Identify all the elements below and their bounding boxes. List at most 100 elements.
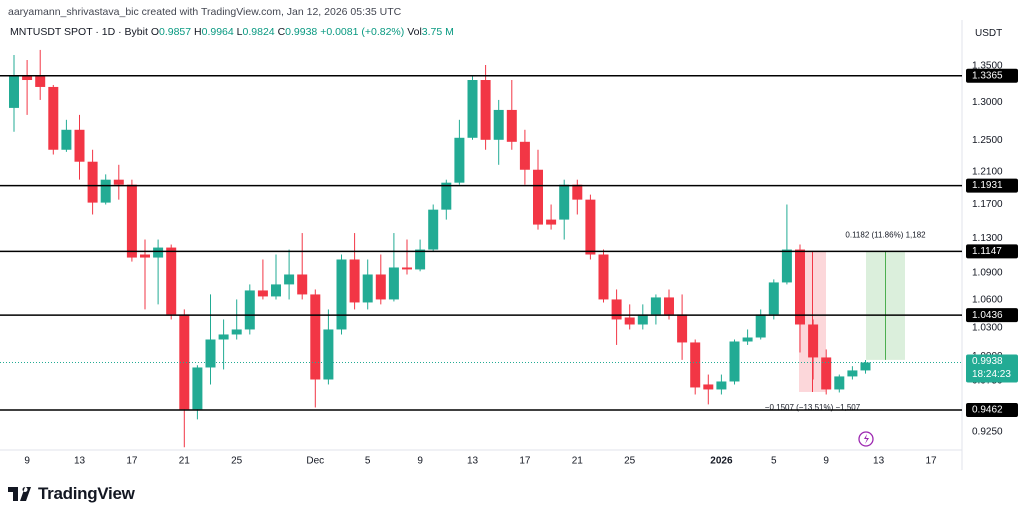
candle-body	[795, 249, 805, 325]
candle-body	[284, 274, 295, 285]
candle-body	[781, 249, 792, 283]
ohlc-label: O	[150, 26, 159, 38]
candle-body	[598, 254, 609, 300]
x-tick-label: 21	[179, 456, 191, 467]
x-tick-label: 9	[823, 456, 829, 467]
candle-body	[533, 169, 543, 225]
logo[interactable]: TradingView	[8, 484, 135, 504]
candle-body	[297, 274, 308, 295]
x-tick-label: Dec	[306, 456, 324, 467]
y-tick-label: 1.1700	[972, 199, 1003, 210]
x-tick-label: 2026	[710, 456, 733, 467]
x-tick-label: 9	[24, 456, 30, 467]
candle-body	[611, 299, 622, 320]
candle-body	[218, 334, 229, 340]
candle-body	[415, 249, 426, 270]
candle-body	[9, 75, 19, 108]
alert-icon[interactable]	[858, 431, 874, 447]
candle-body	[388, 267, 399, 300]
y-tick-label: 0.9250	[972, 427, 1003, 438]
candle-body	[650, 297, 661, 315]
x-tick-label: 21	[572, 456, 584, 467]
candle-body	[310, 294, 321, 380]
candle-body	[559, 184, 570, 220]
candle-body	[454, 137, 465, 183]
candle-body	[402, 267, 412, 270]
candle-body	[140, 254, 150, 258]
price-tag	[966, 354, 1018, 383]
ohlc-label: L	[236, 26, 243, 38]
x-tick-label: 13	[467, 456, 479, 467]
brand: TradingView	[38, 484, 135, 503]
candle-body	[74, 129, 85, 162]
candle-body	[677, 314, 688, 343]
ohlc-value: 0.9938	[285, 26, 318, 38]
candle-body	[716, 381, 727, 390]
measure-label: 0.1182 (11.86%) 1,182	[845, 230, 926, 239]
candle-body	[821, 357, 832, 390]
candle-body	[480, 80, 491, 140]
logo-icon	[8, 487, 31, 501]
x-tick-label: 17	[925, 456, 937, 467]
candle-body	[113, 179, 124, 185]
level-label: 1.1931	[972, 180, 1003, 191]
x-tick-label: 17	[519, 456, 531, 467]
candle-body	[349, 259, 360, 303]
change: +0.0081 (+0.82%)	[320, 26, 405, 38]
candle-body	[87, 161, 98, 203]
candle-body	[703, 384, 714, 390]
chart: 1.3500 1.3000 1.2500 1.2100 1.1700 1.1300 1.09…	[0, 20, 1018, 470]
x-tick-label: 5	[365, 456, 371, 467]
candle-body	[375, 274, 386, 300]
candle-body	[834, 376, 845, 390]
candle-body	[126, 184, 137, 258]
ohlc-value: 0.9857	[158, 26, 192, 38]
candle-body	[860, 362, 871, 371]
candle-body	[546, 219, 557, 225]
y-tick-label: 1.2100	[972, 167, 1003, 178]
candle-body	[441, 182, 452, 210]
candle-body	[428, 209, 439, 250]
candle-body	[244, 290, 255, 330]
symbol: MNTUSDT SPOT · 1D · Bybit	[10, 26, 148, 38]
volume: 3.75 M	[421, 26, 454, 38]
candle-body	[729, 341, 740, 382]
candle-body	[847, 370, 858, 377]
y-tick-label: 1.0900	[972, 268, 1003, 279]
candle-body	[192, 367, 203, 410]
candle-body	[624, 317, 635, 325]
ohlc-label: H	[194, 26, 202, 38]
candle-body	[35, 75, 46, 87]
level-label: 1.0436	[972, 310, 1003, 321]
candle-body	[48, 86, 59, 150]
ohlc-label: C	[277, 26, 286, 38]
ohlc-value: 0.9824	[242, 26, 275, 38]
candle-body	[742, 337, 753, 342]
candle-body	[166, 247, 177, 315]
currency[interactable]: USDT	[975, 28, 1003, 39]
x-tick-label: 25	[231, 456, 243, 467]
candle-body	[768, 282, 779, 315]
candle-body	[467, 80, 478, 138]
level-tag	[966, 308, 1018, 323]
candle-body	[336, 259, 347, 330]
level-tag	[966, 68, 1018, 83]
candle-body	[808, 324, 819, 358]
price-label: 0.9938	[972, 356, 1003, 367]
y-tick-label: 1.3500	[972, 61, 1003, 72]
level-label: 1.3365	[972, 70, 1003, 81]
legend-bar: MNTUSDT SPOT · 1D · Bybit O0.9857 H0.996…	[10, 26, 454, 38]
x-tick-label: 9	[417, 456, 423, 467]
candle-body	[664, 297, 674, 315]
candle-body	[493, 109, 504, 140]
x-tick-label: 17	[126, 456, 138, 467]
level-tag	[966, 178, 1018, 193]
ohlc-value: 0.9964	[201, 26, 234, 38]
level-label: 1.1147	[972, 246, 1002, 257]
candle-body	[153, 247, 164, 258]
candle-body	[323, 329, 334, 380]
y-tick-label: 1.0300	[972, 323, 1003, 334]
candle-body	[362, 274, 373, 303]
candle-body	[519, 141, 530, 170]
